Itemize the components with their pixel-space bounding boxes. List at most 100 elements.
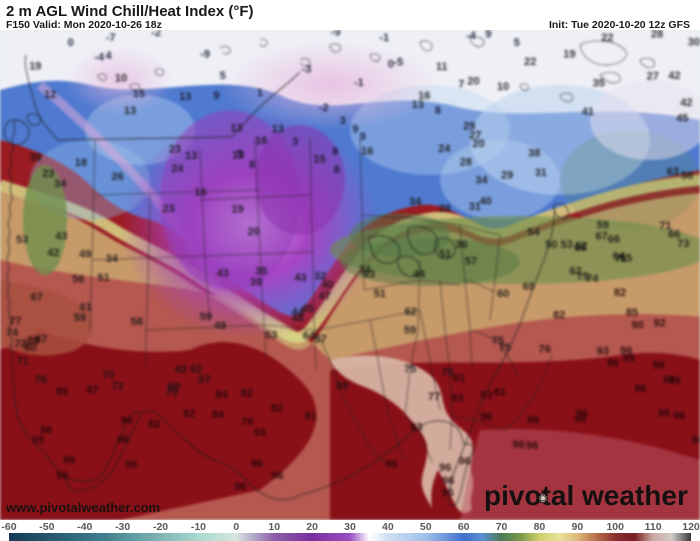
svg-text:-2: -2 xyxy=(151,30,161,39)
svg-text:82: 82 xyxy=(183,408,195,420)
svg-text:96: 96 xyxy=(653,360,665,372)
svg-text:20: 20 xyxy=(467,75,479,87)
svg-text:0: 0 xyxy=(68,37,74,49)
svg-text:19: 19 xyxy=(232,204,244,216)
svg-text:9: 9 xyxy=(485,30,491,40)
svg-text:10: 10 xyxy=(115,73,127,85)
svg-text:8: 8 xyxy=(334,164,340,176)
svg-text:5: 5 xyxy=(220,70,226,82)
svg-text:13: 13 xyxy=(179,91,191,103)
svg-text:96: 96 xyxy=(386,459,398,471)
svg-text:41: 41 xyxy=(582,106,594,118)
svg-text:81: 81 xyxy=(494,386,506,398)
svg-text:81: 81 xyxy=(453,373,465,385)
svg-text:62: 62 xyxy=(175,363,187,375)
svg-text:75: 75 xyxy=(404,364,416,376)
svg-text:3: 3 xyxy=(340,115,346,127)
svg-text:-4: -4 xyxy=(466,30,477,42)
svg-text:19: 19 xyxy=(29,61,41,73)
svg-text:82: 82 xyxy=(614,287,626,299)
svg-text:-1: -1 xyxy=(354,77,364,89)
svg-text:69: 69 xyxy=(168,381,180,393)
svg-text:13: 13 xyxy=(272,124,284,136)
svg-text:-9: -9 xyxy=(331,30,341,39)
svg-text:82: 82 xyxy=(553,310,565,322)
svg-text:34: 34 xyxy=(54,178,67,190)
svg-text:66: 66 xyxy=(668,228,680,240)
svg-text:-4: -4 xyxy=(94,52,105,64)
svg-text:96: 96 xyxy=(527,415,539,427)
svg-text:96: 96 xyxy=(526,440,538,452)
svg-text:59: 59 xyxy=(74,312,86,324)
svg-text:-7: -7 xyxy=(106,32,116,44)
svg-text:96: 96 xyxy=(691,435,700,447)
svg-text:28: 28 xyxy=(460,156,472,168)
svg-text:26: 26 xyxy=(111,171,123,183)
svg-text:96: 96 xyxy=(439,462,451,474)
svg-text:75: 75 xyxy=(499,342,511,354)
svg-text:75: 75 xyxy=(577,271,589,283)
svg-text:67: 67 xyxy=(596,231,608,243)
svg-text:15: 15 xyxy=(313,154,325,166)
svg-text:8: 8 xyxy=(435,105,441,117)
svg-text:69: 69 xyxy=(336,380,348,392)
svg-text:67: 67 xyxy=(198,374,210,386)
svg-text:60: 60 xyxy=(497,288,509,300)
svg-text:28: 28 xyxy=(439,203,451,215)
svg-text:30: 30 xyxy=(688,36,700,48)
svg-text:23: 23 xyxy=(162,203,174,215)
svg-text:38: 38 xyxy=(528,148,540,160)
svg-text:-1: -1 xyxy=(379,32,389,44)
svg-text:59: 59 xyxy=(404,325,416,337)
svg-text:34: 34 xyxy=(359,264,372,276)
svg-text:-9: -9 xyxy=(200,48,210,60)
svg-text:48: 48 xyxy=(291,313,303,325)
svg-text:40: 40 xyxy=(321,279,333,291)
svg-text:31: 31 xyxy=(535,167,547,179)
svg-text:93: 93 xyxy=(410,422,422,434)
svg-text:96: 96 xyxy=(442,475,454,487)
svg-text:96: 96 xyxy=(271,470,283,482)
svg-text:57: 57 xyxy=(315,333,327,345)
svg-text:96: 96 xyxy=(513,439,525,451)
svg-text:59: 59 xyxy=(597,220,609,232)
svg-text:15: 15 xyxy=(133,88,145,100)
svg-text:-2: -2 xyxy=(319,102,329,114)
svg-text:53: 53 xyxy=(561,239,573,251)
svg-text:39: 39 xyxy=(250,277,262,289)
svg-text:42: 42 xyxy=(47,247,59,259)
svg-text:69: 69 xyxy=(523,281,535,293)
svg-text:29: 29 xyxy=(501,170,513,182)
svg-text:28: 28 xyxy=(651,30,663,40)
svg-text:71: 71 xyxy=(17,356,29,368)
svg-text:96: 96 xyxy=(56,470,68,482)
svg-text:96: 96 xyxy=(459,455,471,467)
svg-text:13: 13 xyxy=(230,123,242,135)
svg-text:90: 90 xyxy=(632,320,644,332)
svg-text:92: 92 xyxy=(654,318,666,330)
svg-text:53: 53 xyxy=(16,234,28,246)
svg-text:34: 34 xyxy=(409,196,422,208)
svg-text:-3: -3 xyxy=(302,64,312,76)
svg-text:67: 67 xyxy=(31,291,43,303)
svg-text:20: 20 xyxy=(247,226,259,238)
svg-text:77: 77 xyxy=(428,391,440,403)
svg-text:58: 58 xyxy=(131,316,143,328)
svg-text:9: 9 xyxy=(352,124,358,136)
svg-text:82: 82 xyxy=(271,403,283,415)
svg-text:16: 16 xyxy=(361,146,373,158)
svg-text:82: 82 xyxy=(241,388,253,400)
svg-text:42: 42 xyxy=(668,70,680,82)
svg-text:77: 77 xyxy=(9,316,21,328)
svg-text:8: 8 xyxy=(249,159,255,171)
svg-text:49: 49 xyxy=(214,320,226,332)
svg-text:51: 51 xyxy=(439,249,451,261)
svg-text:34: 34 xyxy=(475,175,488,187)
svg-text:63: 63 xyxy=(667,166,679,178)
svg-text:51: 51 xyxy=(374,288,386,300)
svg-text:80: 80 xyxy=(25,342,37,354)
svg-text:96: 96 xyxy=(125,459,137,471)
svg-text:58: 58 xyxy=(681,170,693,182)
svg-text:93: 93 xyxy=(451,393,463,405)
svg-text:57: 57 xyxy=(465,255,477,267)
